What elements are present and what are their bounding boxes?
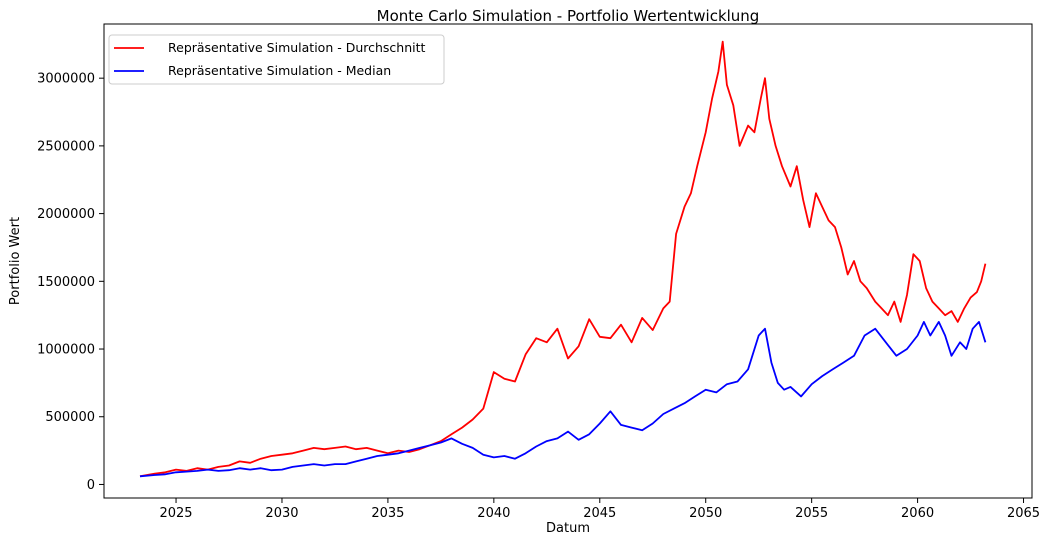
x-tick-label: 2050	[689, 506, 722, 521]
y-axis-label: Portfolio Wert	[8, 217, 23, 305]
plot-area	[104, 24, 1032, 498]
x-tick-label: 2055	[795, 506, 828, 521]
y-tick-label: 500000	[45, 410, 95, 425]
y-tick-label: 0	[87, 478, 95, 493]
y-tick-label: 3000000	[37, 72, 95, 87]
chart-title: Monte Carlo Simulation - Portfolio Werte…	[377, 7, 760, 25]
x-tick-label: 2025	[159, 506, 192, 521]
x-tick-label: 2030	[265, 506, 298, 521]
y-axis-ticks: 0 500000 1000000 1500000 2000000 2500000 30000…	[37, 72, 104, 493]
x-tick-label: 2035	[371, 506, 404, 521]
x-tick-label: 2040	[477, 506, 510, 521]
x-axis-ticks: 2025 2030 2035 2040 2045 2050 2055 2060 2065	[159, 498, 1040, 521]
legend-label-durchschnitt: Repräsentative Simulation - Durchschnitt	[168, 40, 426, 55]
y-tick-label: 2000000	[37, 207, 95, 222]
series-layer	[139, 40, 987, 478]
series-line-durchschnitt	[139, 40, 987, 478]
legend-box	[108, 34, 445, 85]
x-tick-label: 2065	[1007, 506, 1040, 521]
y-tick-label: 1000000	[37, 343, 95, 358]
plot-frame	[103, 23, 1033, 499]
x-axis-label: Datum	[546, 521, 590, 536]
y-tick-label: 1500000	[37, 275, 95, 290]
legend-label-median: Repräsentative Simulation - Median	[168, 63, 391, 78]
series-line-median	[139, 320, 987, 478]
legend: Repräsentative Simulation - Durchschnitt…	[108, 34, 445, 85]
x-tick-label: 2060	[901, 506, 934, 521]
y-tick-label: 2500000	[37, 139, 95, 154]
x-tick-label: 2045	[583, 506, 616, 521]
